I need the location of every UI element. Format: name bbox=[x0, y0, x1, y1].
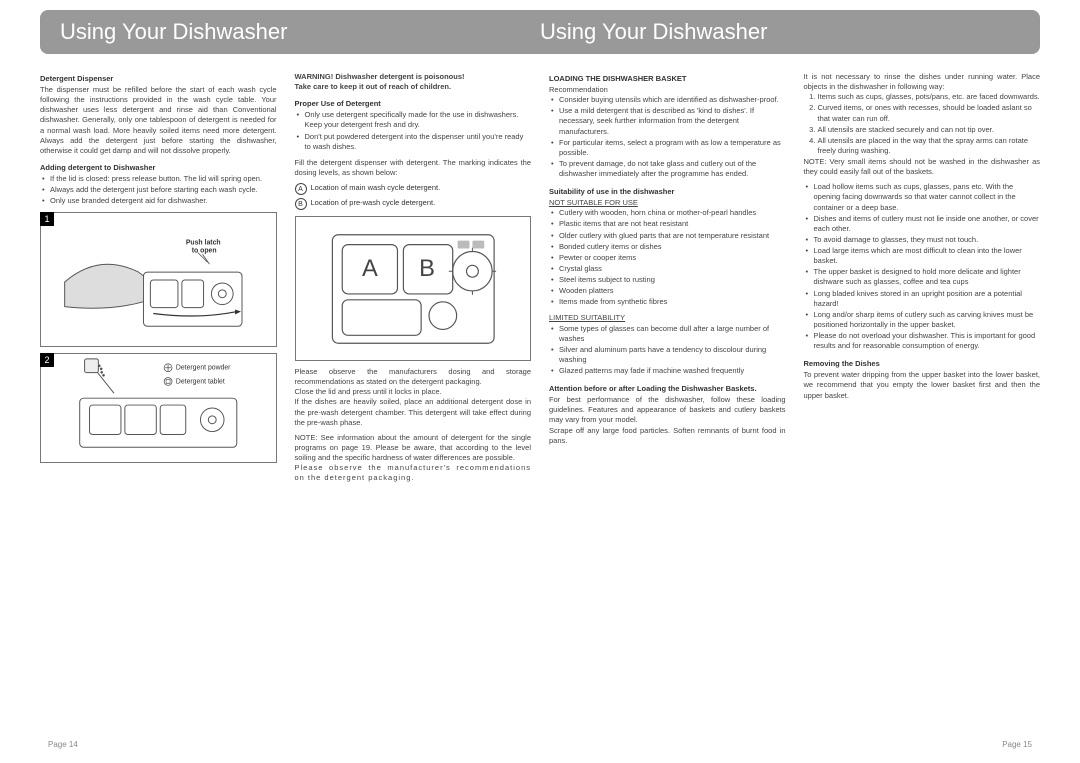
figure-dispenser-ab: A B bbox=[295, 216, 532, 361]
location-b-text: Location of pre-wash cycle detergent. bbox=[311, 198, 436, 207]
proper-use-list: Only use detergent specifically made for… bbox=[295, 110, 532, 152]
loading-tips-list: Load hollow items such as cups, glasses,… bbox=[804, 182, 1041, 351]
list-item: Always add the detergent just before sta… bbox=[40, 185, 277, 195]
column-3: LOADING THE DISHWASHER BASKET Recommenda… bbox=[549, 72, 786, 483]
attention-text-2: Scrape off any large food particles. Sof… bbox=[549, 426, 786, 446]
list-item: Dishes and items of cutlery must not lie… bbox=[804, 214, 1041, 234]
rinse-intro: It is not necessary to rinse the dishes … bbox=[804, 72, 1041, 92]
list-item: Please do not overload your dishwasher. … bbox=[804, 331, 1041, 351]
figure-1: 1 Push latch to open bbox=[40, 212, 277, 347]
list-item: Items such as cups, glasses, pots/pans, … bbox=[818, 92, 1041, 102]
list-item: For particular items, select a program w… bbox=[549, 138, 786, 158]
note-amount-text: NOTE: See information about the amount o… bbox=[295, 433, 532, 463]
dosing-text: Please observe the manufacturers dosing … bbox=[295, 367, 532, 387]
dispenser-open-illustration: Push latch to open bbox=[41, 213, 276, 346]
detergent-dispenser-heading: Detergent Dispenser bbox=[40, 74, 277, 83]
recommendation-list: Consider buying utensils which are ident… bbox=[549, 95, 786, 179]
header-bar: Using Your Dishwasher Using Your Dishwas… bbox=[40, 10, 1040, 54]
push-latch-label-1: Push latch bbox=[186, 240, 221, 247]
warning-line-1: WARNING! Dishwasher detergent is poisono… bbox=[295, 72, 532, 82]
list-item: If the lid is closed: press release butt… bbox=[40, 174, 277, 184]
list-item: Steel items subject to rusting bbox=[549, 275, 786, 285]
list-item: Plastic items that are not heat resistan… bbox=[549, 219, 786, 229]
list-item: Don't put powdered detergent into the di… bbox=[295, 132, 532, 152]
attention-heading: Attention before or after Loading the Di… bbox=[549, 384, 786, 393]
circle-b-icon: B bbox=[295, 198, 307, 210]
list-item: Only use branded detergent aid for dishw… bbox=[40, 196, 277, 206]
limited-subhead: LIMITED SUITABILITY bbox=[549, 313, 786, 323]
list-item: Some types of glasses can become dull af… bbox=[549, 324, 786, 344]
list-item: Cutlery with wooden, horn china or mothe… bbox=[549, 208, 786, 218]
tablet-label: Detergent tablet bbox=[176, 379, 225, 386]
warning-line-2: Take care to keep it out of reach of chi… bbox=[295, 82, 532, 92]
list-item: Items made from synthetic fibres bbox=[549, 297, 786, 307]
chamber-b-label: B bbox=[419, 256, 435, 282]
list-item: Bonded cutlery items or dishes bbox=[549, 242, 786, 252]
column-1: Detergent Dispenser The dispenser must b… bbox=[40, 72, 277, 483]
header-title-right: Using Your Dishwasher bbox=[540, 19, 1020, 45]
dispenser-intro: The dispenser must be refilled before th… bbox=[40, 85, 277, 156]
list-item: All utensils are stacked securely and ca… bbox=[818, 125, 1041, 135]
figure-number-1: 1 bbox=[40, 212, 54, 226]
list-item: Silver and aluminum parts have a tendenc… bbox=[549, 345, 786, 365]
fill-dispenser-text: Fill the detergent dispenser with deterg… bbox=[295, 158, 532, 178]
list-item: Use a mild detergent that is described a… bbox=[549, 106, 786, 136]
location-b-row: B Location of pre-wash cycle detergent. bbox=[295, 198, 532, 210]
column-4: It is not necessary to rinse the dishes … bbox=[804, 72, 1041, 483]
location-a-row: A Location of main wash cycle detergent. bbox=[295, 183, 532, 195]
removing-dishes-text: To prevent water dripping from the upper… bbox=[804, 370, 1041, 400]
push-latch-label-2: to open bbox=[192, 248, 217, 255]
adding-detergent-heading: Adding detergent to Dishwasher bbox=[40, 163, 277, 172]
list-item: Wooden platters bbox=[549, 286, 786, 296]
page-number-left: Page 14 bbox=[48, 740, 78, 749]
content-columns: Detergent Dispenser The dispenser must b… bbox=[40, 72, 1040, 483]
observe-text: Please observe the manufacturer's recomm… bbox=[295, 463, 532, 483]
dispenser-ab-illustration: A B bbox=[296, 217, 531, 360]
loading-basket-heading: LOADING THE DISHWASHER BASKET bbox=[549, 74, 786, 83]
circle-a-icon: A bbox=[295, 183, 307, 195]
list-item: To avoid damage to glasses, they must no… bbox=[804, 235, 1041, 245]
list-item: Older cutlery with glued parts that are … bbox=[549, 231, 786, 241]
proper-use-heading: Proper Use of Detergent bbox=[295, 99, 532, 108]
page-number-right: Page 15 bbox=[1002, 740, 1032, 749]
adding-detergent-list: If the lid is closed: press release butt… bbox=[40, 174, 277, 206]
list-item: Load hollow items such as cups, glasses,… bbox=[804, 182, 1041, 212]
page: Using Your Dishwasher Using Your Dishwas… bbox=[0, 0, 1080, 763]
list-item: Glazed patterns may fade if machine wash… bbox=[549, 366, 786, 376]
heavy-soil-text: If the dishes are heavily soiled, place … bbox=[295, 397, 532, 427]
powder-label: Detergent powder bbox=[176, 365, 231, 372]
list-item: Only use detergent specifically made for… bbox=[295, 110, 532, 130]
list-item: Curved items, or ones with recesses, sho… bbox=[818, 103, 1041, 123]
list-item: Long bladed knives stored in an upright … bbox=[804, 289, 1041, 309]
location-a-text: Location of main wash cycle detergent. bbox=[311, 183, 441, 192]
not-suitable-subhead: NOT SUITABLE FOR USE bbox=[549, 198, 786, 208]
not-suitable-list: Cutlery with wooden, horn china or mothe… bbox=[549, 208, 786, 307]
list-item: Long and/or sharp items of cutlery such … bbox=[804, 310, 1041, 330]
figure-2: 2 bbox=[40, 353, 277, 463]
placement-ordered-list: Items such as cups, glasses, pots/pans, … bbox=[804, 92, 1041, 156]
close-lid-text: Close the lid and press until it locks i… bbox=[295, 387, 532, 397]
list-item: Pewter or cooper items bbox=[549, 253, 786, 263]
attention-text-1: For best performance of the dishwasher, … bbox=[549, 395, 786, 425]
suitability-heading: Suitability of use in the dishwasher bbox=[549, 187, 786, 196]
list-item: Crystal glass bbox=[549, 264, 786, 274]
recommendation-subhead: Recommendation bbox=[549, 85, 786, 95]
column-2: WARNING! Dishwasher detergent is poisono… bbox=[295, 72, 532, 483]
removing-dishes-heading: Removing the Dishes bbox=[804, 359, 1041, 368]
list-item: Consider buying utensils which are ident… bbox=[549, 95, 786, 105]
chamber-a-label: A bbox=[361, 256, 377, 282]
header-title-left: Using Your Dishwasher bbox=[60, 19, 540, 45]
limited-list: Some types of glasses can become dull af… bbox=[549, 324, 786, 377]
list-item: All utensils are placed in the way that … bbox=[818, 136, 1041, 156]
list-item: Load large items which are most difficul… bbox=[804, 246, 1041, 266]
small-items-note: NOTE: Very small items should not be was… bbox=[804, 157, 1041, 177]
list-item: To prevent damage, do not take glass and… bbox=[549, 159, 786, 179]
detergent-types-illustration: Detergent powder Detergent tablet bbox=[41, 354, 276, 462]
figure-number-2: 2 bbox=[40, 353, 54, 367]
list-item: The upper basket is designed to hold mor… bbox=[804, 267, 1041, 287]
